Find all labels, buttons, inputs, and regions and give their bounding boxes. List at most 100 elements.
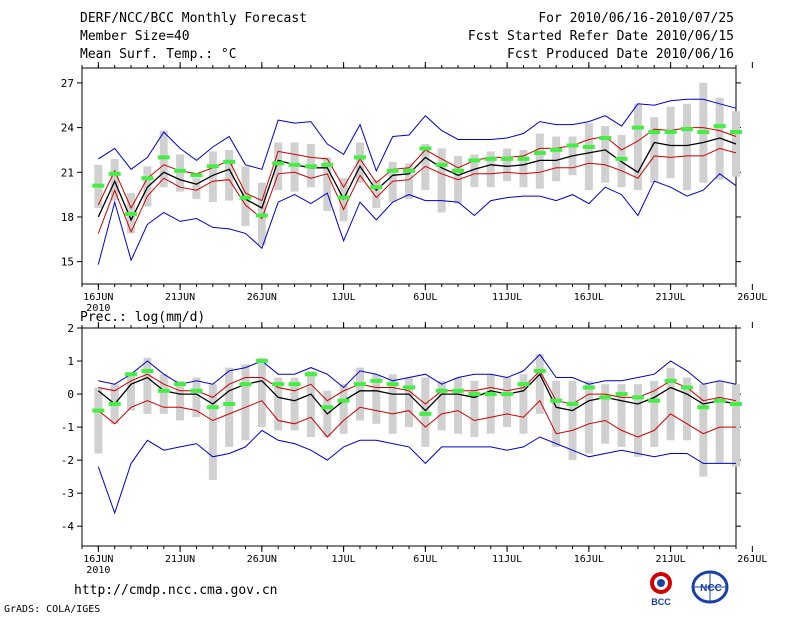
chart2-forecast-marker [599, 395, 612, 400]
chart1-forecast-marker [190, 173, 203, 178]
bcc-logo: BCC [650, 572, 672, 607]
chart2-forecast-marker [566, 401, 579, 406]
chart1-x-tick-label: 16JUL [574, 292, 604, 303]
produced-date-label: Fcst Produced Date 2010/06/16 [507, 47, 734, 62]
chart1-x-tick-label: 16JUN [83, 292, 113, 303]
chart1-forecast-marker [550, 147, 563, 152]
chart1-range-box [519, 149, 528, 188]
chart2-x-tick-label: 26JUN [247, 554, 277, 565]
chart1-range-box [470, 154, 479, 188]
chart1-x-tick-label: 21JUL [656, 292, 686, 303]
chart2-range-box [355, 367, 364, 421]
chart2-forecast-marker [648, 398, 661, 403]
chart2-forecast-marker [468, 392, 481, 397]
chart1-range-box [290, 142, 299, 192]
chart1-range-box [633, 103, 642, 191]
chart1-forecast-marker [125, 211, 138, 216]
chart2-range-box [388, 374, 397, 434]
chart2-range-box [437, 380, 446, 431]
chart1-forecast-marker [468, 158, 481, 163]
chart1-forecast-marker [223, 159, 236, 164]
chart2-forecast-marker [174, 382, 187, 387]
ncc-logo: NCC [691, 570, 729, 604]
chart1-forecast-marker [599, 136, 612, 141]
grads-credit: GrADS: COLA/IGES [4, 604, 101, 615]
chart1-forecast-marker [533, 150, 546, 155]
chart1-x-tick-label: 26JUL [737, 292, 767, 303]
chart1-x-tick-label: 6JUL [413, 292, 437, 303]
chart2-range-box [339, 384, 348, 434]
chart2-y-tick-label: -4 [61, 520, 75, 533]
chart1-x-tick-label: 11JUL [492, 292, 522, 303]
chart2-range-box [290, 377, 299, 431]
chart1-forecast-marker [288, 162, 301, 167]
chart2-range-box [94, 387, 103, 454]
chart2-series-max-line [98, 353, 737, 389]
chart1-forecast-marker [680, 127, 693, 132]
chart1-forecast-marker [353, 155, 366, 160]
source-url[interactable]: http://cmdp.ncc.cma.gov.cn [74, 583, 278, 598]
chart2-forecast-marker [272, 382, 285, 387]
chart1-x-tick-label: 1JUL [332, 292, 356, 303]
chart2-range-box [241, 364, 250, 441]
chart1-range-box [535, 133, 544, 189]
chart2-range-box [306, 370, 315, 437]
chart2-range-box [486, 374, 495, 434]
chart2-forecast-marker [386, 382, 399, 387]
chart1-forecast-marker [386, 168, 399, 173]
chart2-range-box [568, 380, 577, 461]
chart1-series-max-line [97, 173, 737, 265]
chart2-range-box [633, 384, 642, 457]
chart2-range-box [699, 384, 708, 477]
chart2-forecast-marker [92, 408, 105, 413]
chart2-range-box [143, 357, 152, 414]
chart2-x-tick-label: 6JUL [413, 554, 437, 565]
chart1-y-tick-label: 24 [61, 122, 75, 135]
chart2-forecast-marker [337, 398, 350, 403]
chart1-range-box [405, 163, 413, 200]
chart2-range-box [715, 380, 724, 464]
chart1-forecast-marker [272, 161, 285, 166]
chart2-range-box [127, 374, 136, 411]
chart2-forecast-marker [435, 388, 448, 393]
chart2-range-box [372, 374, 381, 424]
chart2-range-box [257, 357, 266, 428]
chart1-forecast-marker [566, 143, 579, 148]
chart2-forecast-marker [239, 382, 252, 387]
chart2-x-tick-label: 21JUL [656, 554, 686, 565]
chart2-forecast-marker [321, 405, 334, 410]
chart1-forecast-marker [631, 125, 644, 130]
chart2-y-tick-label: 2 [67, 322, 74, 335]
chart1-forecast-marker [484, 156, 497, 161]
chart2-x-tick-label: 16JUN [83, 554, 113, 565]
chart1-range-box [666, 106, 675, 179]
chart1-forecast-marker [174, 168, 187, 173]
chart2-forecast-marker [157, 388, 170, 393]
chart1-forecast-marker [615, 156, 628, 161]
chart1-series-p25-line [97, 147, 737, 234]
chart1-range-box [176, 154, 185, 192]
chart1-forecast-marker [206, 164, 219, 169]
chart2-forecast-marker [304, 372, 317, 377]
chart1-forecast-marker [255, 213, 268, 218]
chart2-forecast-marker [419, 411, 432, 416]
chart1-range-box [437, 148, 446, 213]
chart1-forecast-marker [370, 185, 383, 190]
chart1-range-box [355, 142, 364, 183]
chart1-forecast-marker [337, 195, 350, 200]
chart2-series-p25-line [97, 399, 736, 438]
chart1-range-box [650, 117, 659, 183]
bcc-logo-text: BCC [651, 597, 671, 607]
chart2-forecast-marker [484, 392, 497, 397]
chart2-y-tick-label: 0 [67, 388, 74, 401]
chart2-forecast-marker [615, 392, 628, 397]
bcc-logo-core [657, 579, 665, 587]
chart1-range-box [584, 123, 593, 191]
chart2-range-box [274, 377, 283, 431]
chart1-forecast-marker [501, 156, 514, 161]
chart1-range-box [715, 97, 724, 180]
chart2-forecast-marker [501, 392, 514, 397]
chart1-forecast-marker [108, 171, 121, 176]
chart1-y-tick-label: 18 [61, 211, 74, 224]
